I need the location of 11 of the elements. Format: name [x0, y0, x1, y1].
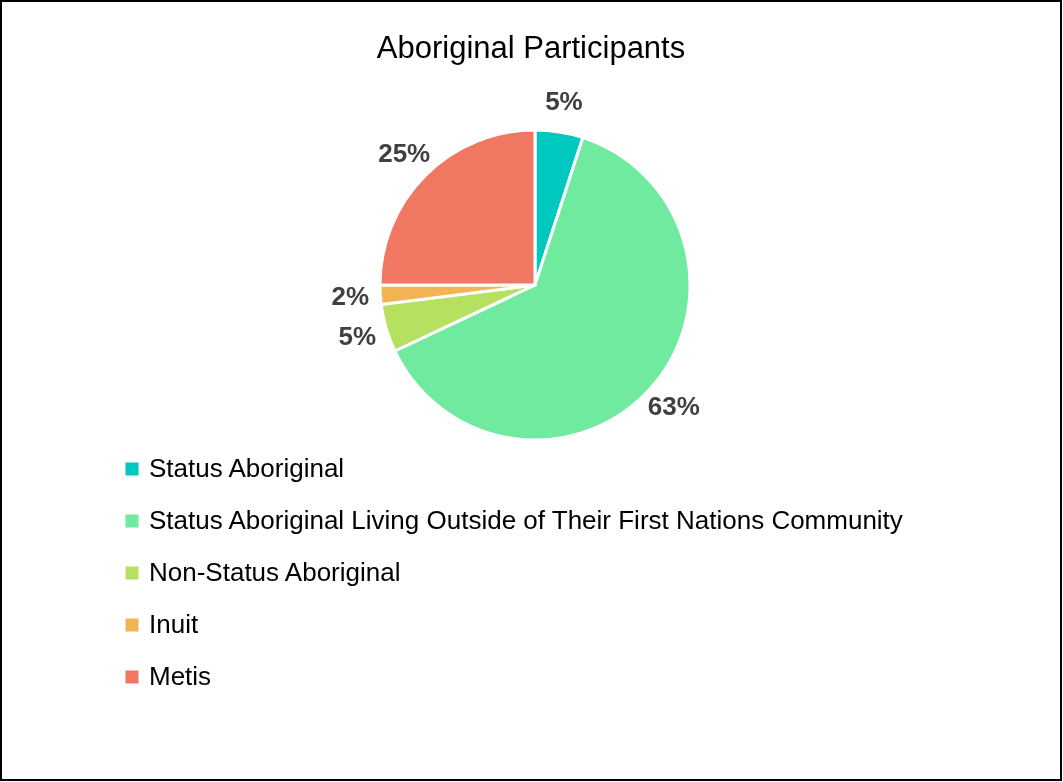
chart-title: Aboriginal Participants	[376, 30, 686, 65]
data-label: 5%	[545, 86, 583, 117]
legend-label: Status Aboriginal Living Outside of Their First Nations Community	[149, 505, 903, 535]
legend-label: Status Aboriginal	[149, 453, 345, 483]
legend-label: Inuit	[149, 609, 199, 639]
data-label: 25%	[378, 138, 431, 169]
data-label: 2%	[331, 280, 370, 311]
data-label: 63%	[647, 391, 700, 422]
legend-label: Metis	[149, 661, 212, 691]
legend-label: Non-Status Aboriginal	[149, 557, 401, 587]
data-label: 5%	[338, 320, 377, 351]
